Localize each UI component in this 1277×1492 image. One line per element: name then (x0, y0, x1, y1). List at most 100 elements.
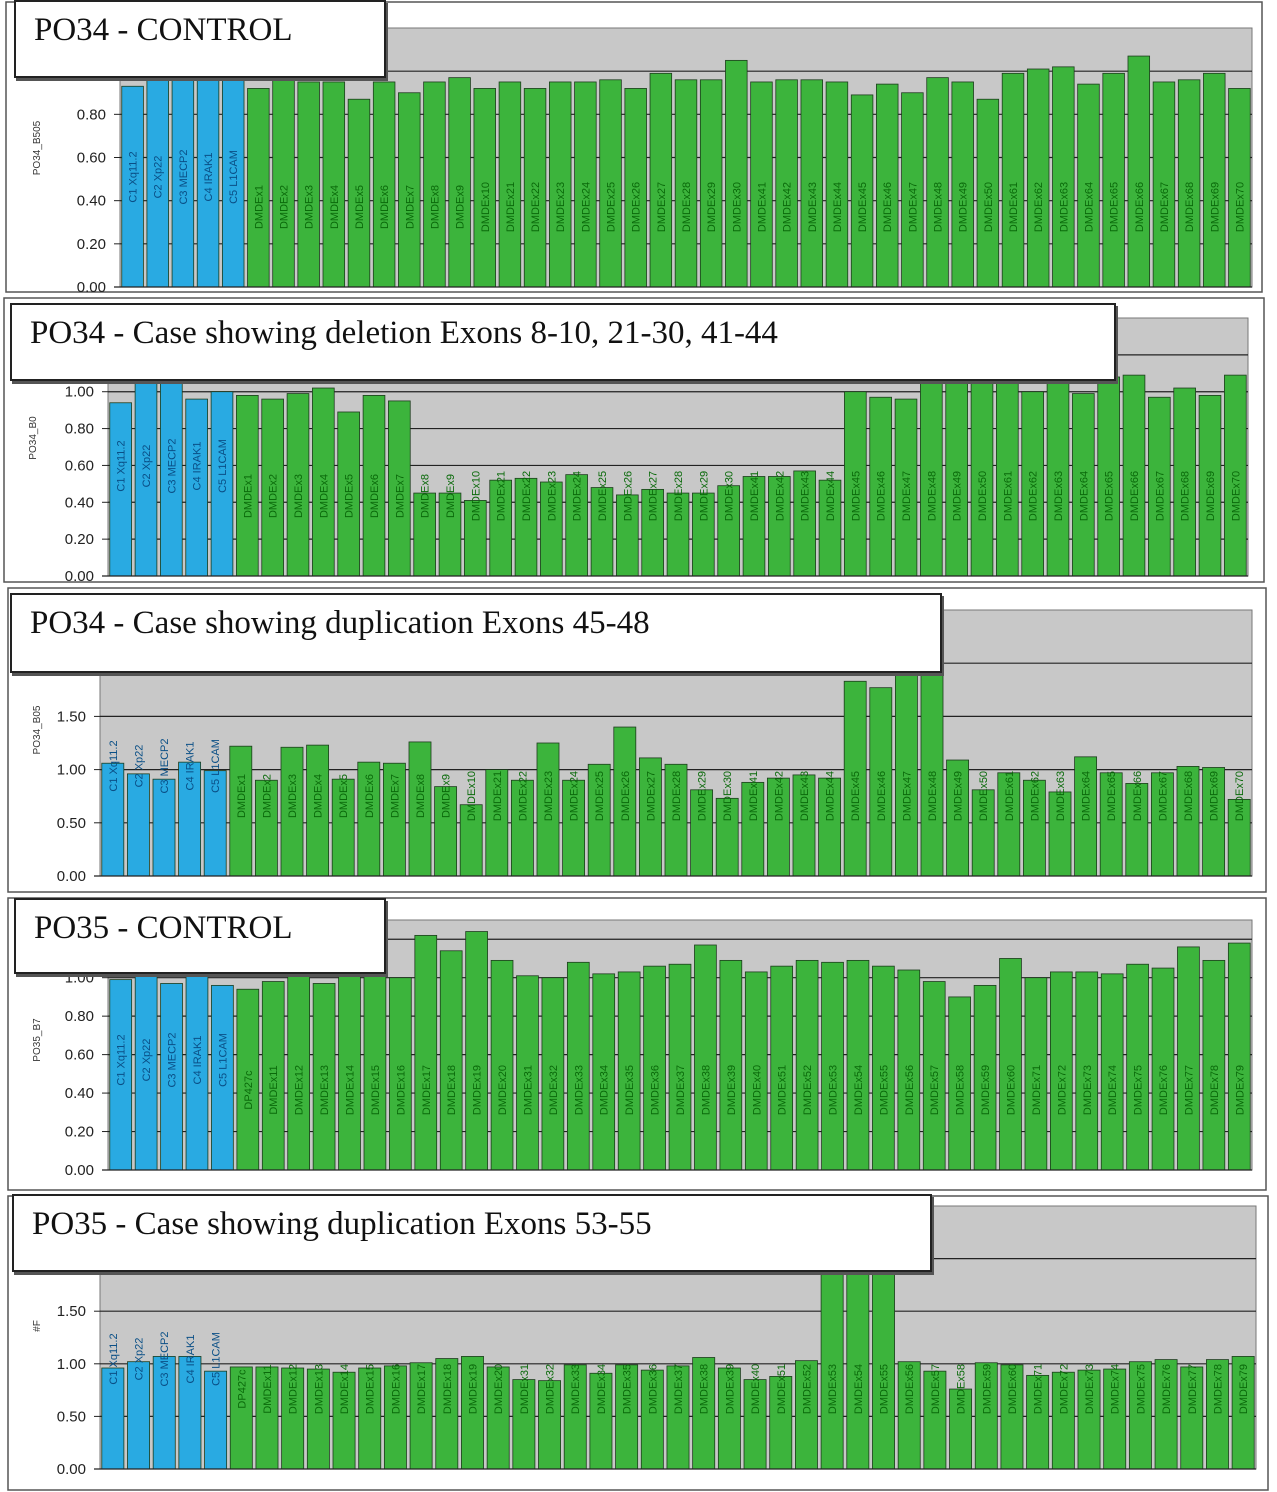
category-label: DMDEx58 (956, 1364, 968, 1414)
category-label: DMDEx47 (901, 471, 913, 521)
exon-bar (694, 944, 717, 1171)
control-bar (126, 773, 150, 877)
chart-panel-po35-control: 0.00 0.20 0.40 0.60 0.80 1.00 PO35_B7 C1 Xq11.2… (0, 896, 1277, 1194)
category-label: C1 Xq11.2 (108, 1333, 120, 1384)
category-label: DMDEx77 (1183, 1065, 1195, 1115)
category-label: DMDEx22 (517, 771, 529, 821)
category-label: DMDEx15 (365, 1364, 377, 1414)
category-label: DMDEx7 (394, 474, 406, 518)
category-label: DMDEx28 (673, 471, 685, 521)
category-label: C4 IRAK1 (185, 742, 197, 791)
chart-title: PO34 - Case showing duplication Exons 45… (10, 593, 942, 673)
category-label: DMDEx10 (466, 771, 478, 821)
y-axis-label: PO34_B0 (28, 416, 39, 460)
category-label: DMDEx57 (930, 1364, 942, 1414)
category-label: DMDEx33 (570, 1364, 582, 1414)
category-label: DMDEx3 (287, 774, 299, 818)
category-label: DMDEx49 (953, 771, 965, 821)
y-tick-label: 1.00 (57, 1356, 86, 1373)
category-label: DMDEx9 (441, 774, 453, 818)
category-label: DMDEx30 (722, 771, 734, 821)
exon-bar (894, 652, 918, 877)
y-tick-label: 0.00 (57, 1461, 86, 1478)
category-label: DMDEx19 (467, 1364, 479, 1414)
category-label: DMDEx29 (706, 182, 718, 232)
category-label: DMDEx50 (978, 771, 990, 821)
category-label: DMDEx36 (647, 1364, 659, 1414)
category-label: DMDEx64 (1083, 182, 1095, 232)
category-label: DMDEx29 (697, 771, 709, 821)
category-label: DMDEx41 (749, 471, 761, 521)
y-tick-label: 0.40 (77, 193, 106, 210)
category-label: DMDEx72 (1058, 1364, 1070, 1414)
category-label: DMDEx14 (339, 1364, 351, 1414)
category-label: DMDEx44 (825, 771, 837, 821)
category-label: DMDEx41 (748, 771, 760, 821)
category-label: DMDEx76 (1158, 1065, 1170, 1115)
category-label: DMDEx16 (390, 1364, 402, 1414)
category-label: DMDEx15 (370, 1065, 382, 1115)
y-tick-label: 1.50 (57, 1303, 86, 1320)
category-label: DMDEx76 (1161, 1364, 1173, 1414)
category-label: DMDEx47 (907, 182, 919, 232)
category-label: DMDEx22 (530, 182, 542, 232)
category-label: DMDEx21 (505, 182, 517, 232)
category-label: C1 Xq11.2 (116, 440, 128, 491)
category-label: DMDEx25 (594, 771, 606, 821)
category-label: DMDEx6 (364, 774, 376, 818)
category-label: DMDEx75 (1135, 1364, 1147, 1414)
category-label: DMDEx34 (599, 1065, 611, 1115)
category-label: DMDEx48 (926, 471, 938, 521)
category-label: DMDEx22 (521, 471, 533, 521)
exon-bar (725, 59, 748, 288)
chart-title: PO34 - CONTROL (14, 0, 386, 78)
category-label: DMDEx69 (1205, 471, 1217, 521)
category-label: DMDEx32 (545, 1364, 557, 1414)
category-label: DMDEx54 (853, 1065, 865, 1115)
category-label: DMDEx38 (699, 1364, 711, 1414)
y-axis-label: PO34_B05 (32, 705, 43, 754)
category-label: DMDEx72 (1056, 1065, 1068, 1115)
exon-bar (1127, 55, 1151, 288)
category-label: DMDEx49 (958, 182, 970, 232)
category-label: DMDEx62 (1028, 471, 1040, 521)
category-label: DMDEx59 (980, 1065, 992, 1115)
category-label: DMDEx23 (546, 471, 558, 521)
category-label: DMDEx56 (904, 1364, 916, 1414)
y-tick-label: 0.00 (65, 568, 94, 585)
category-label: DMDEx26 (620, 771, 632, 821)
y-tick-label: 1.00 (65, 384, 94, 401)
y-tick-label: 0.00 (65, 1162, 94, 1179)
category-label: DMDEx77 (1187, 1364, 1199, 1414)
category-label: DMDEx70 (1234, 771, 1246, 821)
category-label: DMDEx35 (622, 1364, 634, 1414)
category-label: DMDEx5 (344, 474, 356, 518)
exon-bar (448, 77, 471, 288)
category-label: DMDEx74 (1110, 1364, 1122, 1414)
category-label: DMDEx27 (645, 771, 657, 821)
chart-panel-po34-duplication: 0.00 0.50 1.00 1.50 PO34_B05 C1 Xq11.2 C2 Xp22… (0, 586, 1277, 896)
y-tick-label: 0.60 (65, 1047, 94, 1064)
category-label: DMDEx70 (1234, 182, 1246, 232)
category-label: DMDEx32 (548, 1065, 560, 1115)
category-label: DMDEx21 (492, 771, 504, 821)
category-label: DMDEx33 (573, 1065, 585, 1115)
category-label: DMDEx17 (421, 1065, 433, 1115)
chart-title: PO35 - CONTROL (14, 898, 386, 974)
category-label: DMDEx5 (354, 185, 366, 229)
category-label: DMDEx8 (429, 185, 441, 229)
category-label: DMDEx2 (261, 774, 273, 818)
y-tick-label: 1.00 (57, 762, 86, 779)
category-label: C4 IRAK1 (203, 153, 215, 202)
exon-bar (322, 81, 346, 288)
category-label: DP427c (236, 1369, 248, 1409)
exon-bar (872, 1237, 895, 1470)
category-label: DMDEx45 (850, 471, 862, 521)
category-label: DMDEx49 (952, 471, 964, 521)
category-label: DMDEx42 (773, 771, 785, 821)
category-label: DMDEx59 (981, 1364, 993, 1414)
category-label: DMDEx61 (1004, 771, 1016, 821)
category-label: DMDEx26 (631, 182, 643, 232)
category-label: DMDEx40 (750, 1364, 762, 1414)
category-label: DMDEx31 (519, 1364, 531, 1414)
